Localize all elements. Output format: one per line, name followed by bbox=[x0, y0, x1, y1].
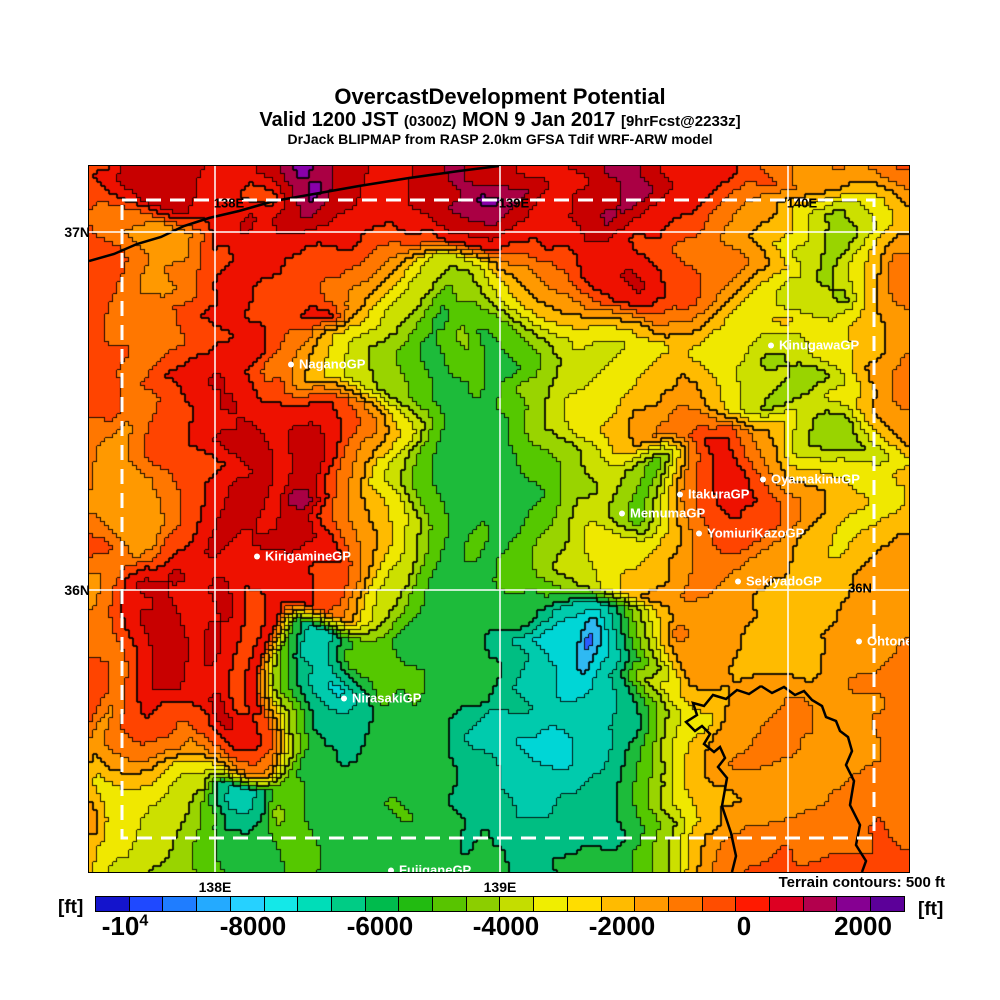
coastline-tokyo-bay bbox=[684, 684, 868, 872]
valid-time-line: Valid 1200 JST (0300Z) MON 9 Jan 2017 [9… bbox=[0, 109, 1000, 132]
site-dot-icon bbox=[856, 638, 862, 644]
colorbar-segment bbox=[95, 896, 130, 912]
site-dot-icon bbox=[677, 491, 683, 497]
colorbar-segment bbox=[263, 896, 299, 912]
colorbar-segment bbox=[297, 896, 332, 912]
site-dot-icon bbox=[254, 553, 260, 559]
colorbar-tick-label: -8000 bbox=[219, 911, 287, 941]
unit-label-right: [ft] bbox=[918, 899, 944, 920]
lon-label-inner: 138E bbox=[213, 195, 245, 211]
colorbar-segment bbox=[802, 896, 838, 912]
site-dot-icon bbox=[735, 578, 741, 584]
site-label: FujiganeGP bbox=[399, 862, 472, 873]
site-marker: YomiuriKazoGP bbox=[696, 526, 804, 541]
dashed-rect bbox=[120, 198, 876, 840]
lon-label-inner: 140E bbox=[786, 195, 818, 211]
site-label: SekiyadoGP bbox=[746, 573, 822, 589]
forecast-map: 138E 139E 140E 36N NaganoGP KinugawaGP Oyamak… bbox=[88, 165, 910, 873]
colorbar-segment bbox=[701, 896, 737, 912]
colorbar-tick-label: -104 bbox=[101, 911, 149, 941]
site-dot-icon bbox=[768, 342, 774, 348]
site-dot-icon bbox=[696, 530, 702, 536]
site-marker: NaganoGP bbox=[288, 357, 365, 372]
site-label: YomiuriKazoGP bbox=[707, 525, 805, 541]
site-dot-icon bbox=[288, 361, 294, 367]
lon-label-bottom: 139E bbox=[483, 879, 517, 895]
site-dot-icon bbox=[341, 695, 347, 701]
site-label: OyamakinuGP bbox=[771, 471, 860, 487]
graticule-lines bbox=[89, 166, 909, 872]
site-dot-icon bbox=[388, 867, 394, 872]
site-dot-icon bbox=[619, 510, 625, 516]
colorbar-segment bbox=[769, 896, 804, 912]
page-title: OvercastDevelopment Potential bbox=[334, 84, 666, 109]
site-label: NirasakiGP bbox=[352, 690, 422, 706]
colorbar-segment bbox=[128, 896, 164, 912]
colorbar-segment bbox=[634, 896, 669, 912]
colorbar-tick-label: -2000 bbox=[588, 911, 656, 941]
site-dot-icon bbox=[760, 476, 766, 482]
lat-label-inner-right: 36N bbox=[848, 580, 872, 596]
dashed-domain-border bbox=[120, 198, 876, 840]
site-marker: OyamakinuGP bbox=[760, 472, 860, 487]
valid-zulu: (0300Z) bbox=[403, 113, 457, 130]
colorbar-segment bbox=[398, 896, 434, 912]
site-marker: KinugawaGP bbox=[768, 338, 859, 353]
colorbar-tick-label: 2000 bbox=[834, 911, 892, 941]
tick-exponent: 4 bbox=[139, 912, 149, 930]
coastline-japan-sea bbox=[89, 166, 500, 263]
site-marker: MemumaGP bbox=[619, 506, 705, 521]
site-label: ItakuraGP bbox=[688, 486, 750, 502]
valid-forecast-tag: [9hrFcst@2233z] bbox=[620, 113, 741, 130]
site-label: OhtoneGP bbox=[867, 633, 909, 649]
colorbar-segment bbox=[836, 896, 872, 912]
colorbar-segment bbox=[533, 896, 568, 912]
site-marker: FujiganeGP bbox=[388, 862, 472, 873]
lat-label-left: 36N bbox=[64, 582, 90, 598]
colorbar-segment bbox=[196, 896, 231, 912]
site-label: NaganoGP bbox=[299, 356, 366, 372]
colorbar-segment bbox=[432, 896, 467, 912]
colorbar-segment bbox=[465, 896, 501, 912]
site-label: MemumaGP bbox=[630, 505, 706, 521]
site-label: KinugawaGP bbox=[779, 337, 860, 353]
valid-date: MON 9 Jan 2017 bbox=[461, 109, 616, 131]
site-marker: OhtoneGP bbox=[856, 633, 909, 649]
colorbar-segment bbox=[735, 896, 771, 912]
lon-label-bottom: 138E bbox=[198, 879, 232, 895]
colorbar-tick-label: 0 bbox=[736, 911, 752, 941]
unit-label-left: [ft] bbox=[58, 897, 84, 918]
lon-label-inner: 139E bbox=[498, 195, 530, 211]
colorbar-segment bbox=[600, 896, 636, 912]
colorbar-tick-label: -6000 bbox=[346, 911, 414, 941]
map-overlay bbox=[89, 166, 909, 872]
terrain-contours-note: Terrain contours: 500 ft bbox=[778, 874, 945, 891]
colorbar-segment bbox=[364, 896, 400, 912]
colorbar-segment bbox=[566, 896, 602, 912]
lat-label-left: 37N bbox=[64, 224, 90, 240]
site-marker: KirigamineGP bbox=[254, 549, 351, 564]
colorbar-segment bbox=[499, 896, 535, 912]
color-scale-bar bbox=[95, 896, 905, 912]
site-marker: NirasakiGP bbox=[341, 691, 421, 706]
site-marker: SekiyadoGP bbox=[735, 574, 822, 589]
colorbar-segment bbox=[667, 896, 703, 912]
model-line: DrJack BLIPMAP from RASP 2.0km GFSA Tdif… bbox=[287, 131, 713, 147]
colorbar-tick-label: -4000 bbox=[472, 911, 540, 941]
colorbar-segment bbox=[330, 896, 366, 912]
valid-prefix: Valid 1200 JST bbox=[259, 109, 399, 131]
site-label: KirigamineGP bbox=[265, 548, 351, 564]
site-marker: ItakuraGP bbox=[677, 487, 749, 502]
heatmap-field-canvas bbox=[89, 166, 909, 872]
colorbar-segment bbox=[162, 896, 198, 912]
colorbar-segment bbox=[870, 896, 905, 912]
colorbar-segment bbox=[229, 896, 265, 912]
